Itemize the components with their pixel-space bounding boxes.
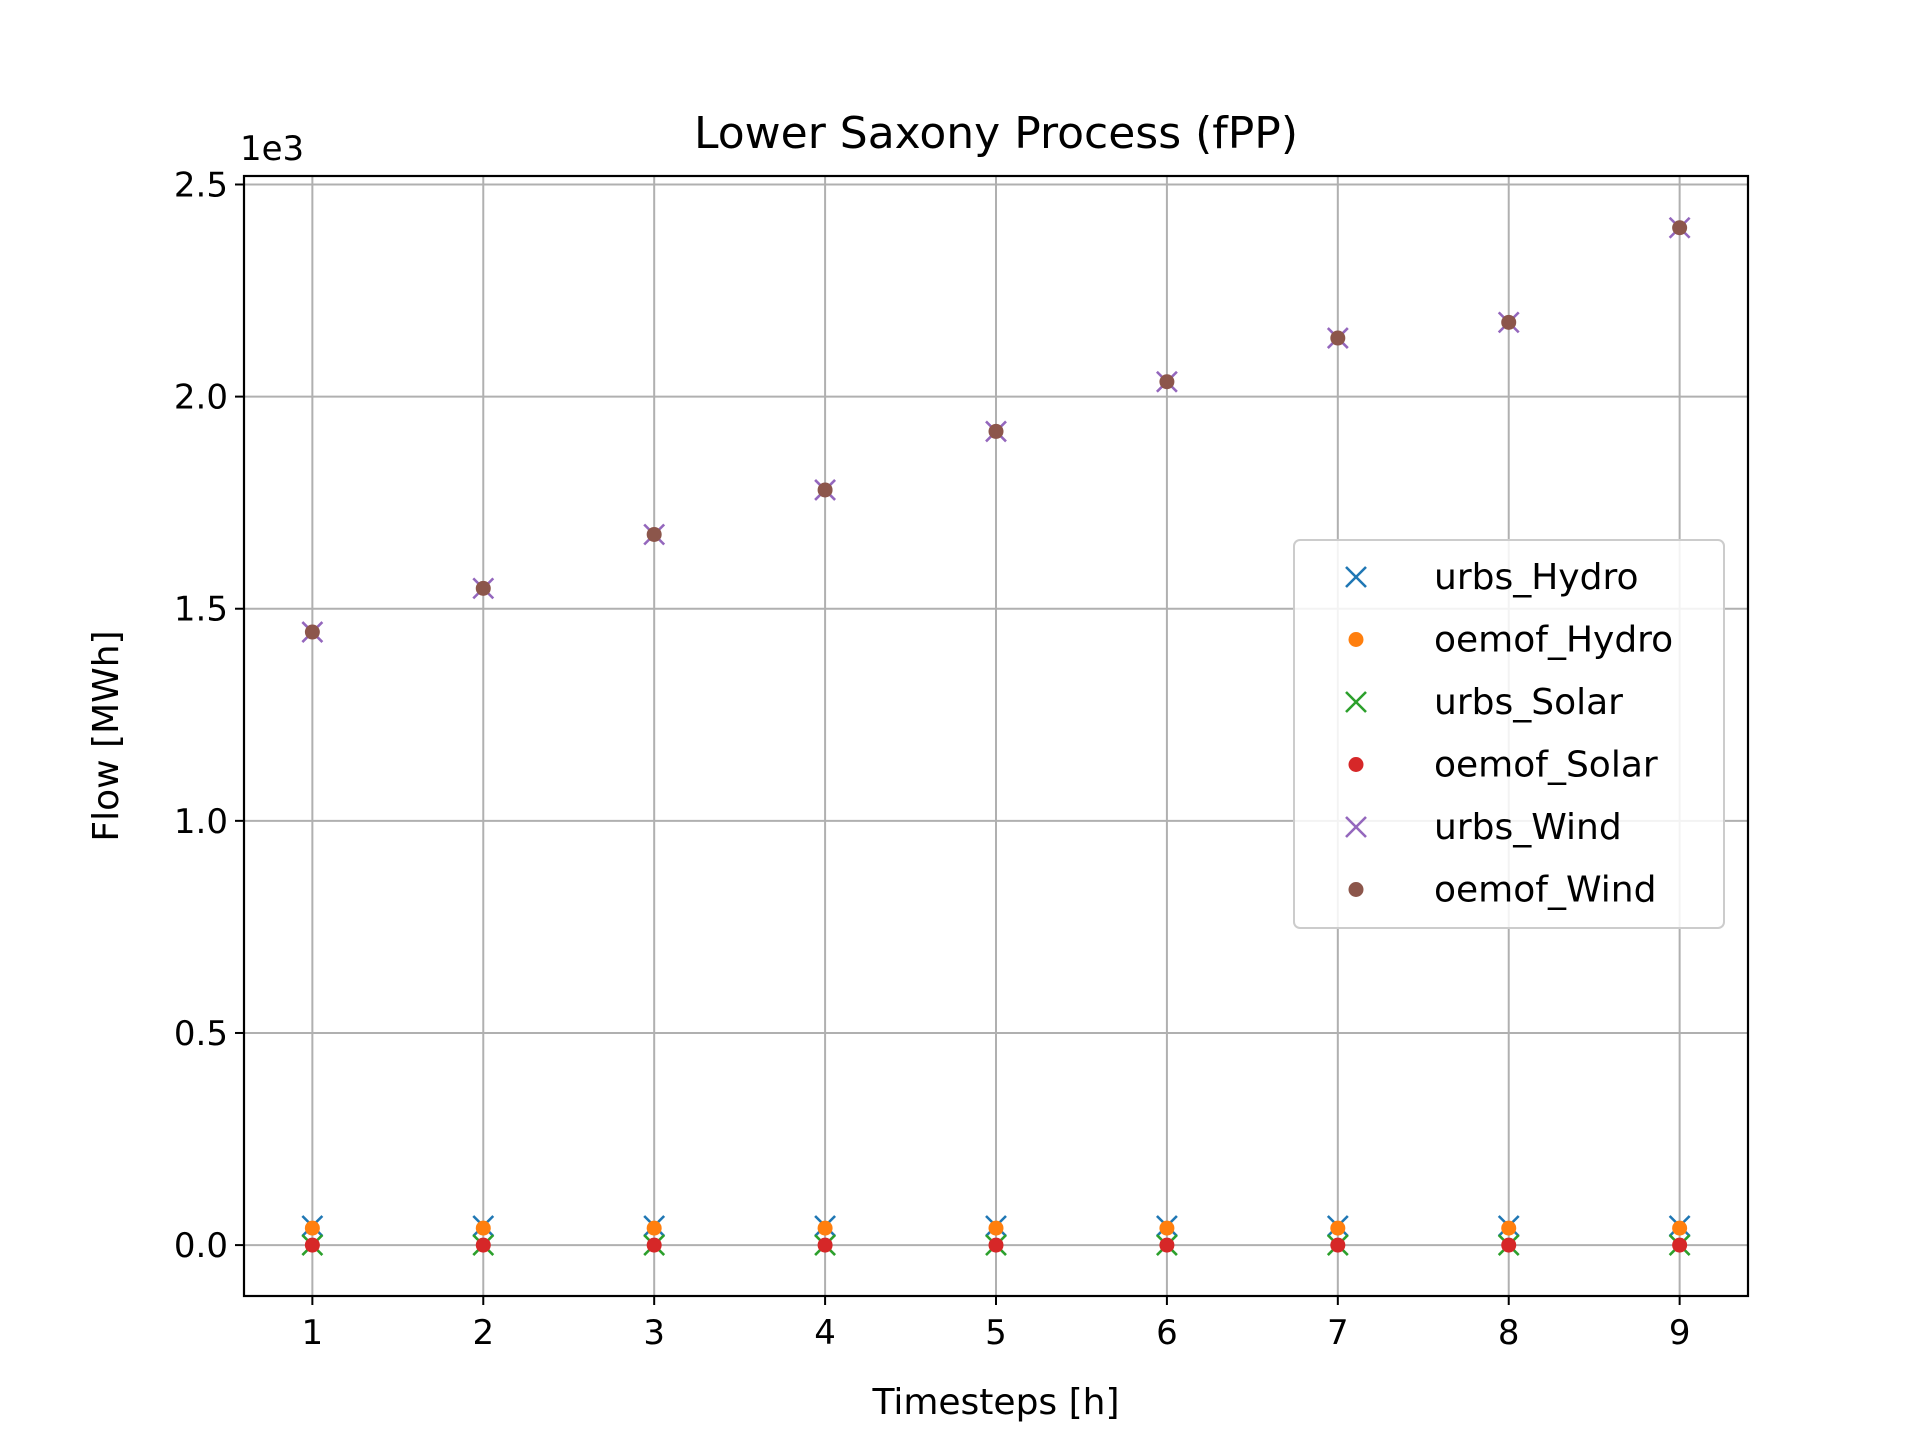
point-oemof-hydro xyxy=(475,1220,491,1236)
y-tick-label: 2.0 xyxy=(174,378,228,418)
series-oemof-wind xyxy=(304,220,1688,640)
point-oemof-wind xyxy=(1159,374,1175,390)
point-oemof-solar xyxy=(1672,1237,1688,1253)
y-tick-label: 0.0 xyxy=(174,1226,228,1266)
chart-title: Lower Saxony Process (fPP) xyxy=(694,108,1298,159)
point-oemof-wind xyxy=(646,526,662,542)
point-oemof-solar xyxy=(988,1237,1004,1253)
point-oemof-hydro xyxy=(304,1220,320,1236)
legend-marker-oemof-hydro xyxy=(1348,632,1364,647)
point-oemof-solar xyxy=(475,1237,491,1253)
x-tick-label: 7 xyxy=(1327,1313,1349,1353)
legend-label-urbs-solar: urbs_Solar xyxy=(1434,682,1623,723)
point-oemof-wind xyxy=(988,423,1004,439)
point-oemof-wind xyxy=(1672,220,1688,236)
x-tick-label: 4 xyxy=(814,1313,836,1353)
y-tick-label: 1.5 xyxy=(174,590,228,630)
point-oemof-wind xyxy=(1501,314,1517,330)
point-oemof-solar xyxy=(646,1237,662,1253)
legend-label-urbs-wind: urbs_Wind xyxy=(1434,807,1622,848)
legend-label-urbs-hydro: urbs_Hydro xyxy=(1434,557,1639,598)
point-oemof-solar xyxy=(1159,1237,1175,1253)
y-axis-label: Flow [MWh] xyxy=(86,630,127,841)
data-marks xyxy=(301,216,1691,1257)
point-oemof-hydro xyxy=(1330,1220,1346,1236)
x-tick-label: 3 xyxy=(643,1313,665,1353)
point-oemof-wind xyxy=(304,624,320,640)
y-axis-offset-label: 1e3 xyxy=(240,129,304,169)
point-oemof-wind xyxy=(1330,330,1346,346)
x-tick-label: 6 xyxy=(1156,1313,1178,1353)
x-tick-label: 2 xyxy=(472,1313,494,1353)
point-oemof-hydro xyxy=(1501,1220,1517,1236)
point-oemof-solar xyxy=(1501,1237,1517,1253)
legend-marker-urbs-wind xyxy=(1345,816,1367,838)
legend-label-oemof-solar: oemof_Solar xyxy=(1434,745,1658,786)
y-tick-label: 0.5 xyxy=(174,1014,228,1054)
x-tick-label: 1 xyxy=(302,1313,324,1353)
y-tick-label: 2.5 xyxy=(174,165,228,205)
x-tick-label: 9 xyxy=(1669,1313,1691,1353)
series-oemof-solar xyxy=(304,1237,1688,1253)
point-oemof-wind xyxy=(475,580,491,596)
x-axis-label: Timesteps [h] xyxy=(871,1382,1119,1423)
x-tick-label: 8 xyxy=(1498,1313,1520,1353)
point-oemof-hydro xyxy=(1159,1220,1175,1236)
legend-label-oemof-hydro: oemof_Hydro xyxy=(1434,620,1673,661)
series-oemof-hydro xyxy=(304,1220,1688,1236)
axis-ticks: 1 2 3 4 5 6 7 8 9 0.0 0.5 1.0 1.5 2.0 2.5 xyxy=(174,165,1691,1353)
legend-marker-oemof-wind xyxy=(1348,882,1364,897)
point-oemof-solar xyxy=(1330,1237,1346,1253)
point-oemof-hydro xyxy=(646,1220,662,1236)
point-oemof-wind xyxy=(817,482,833,498)
legend-marker-urbs-solar xyxy=(1345,691,1367,713)
point-oemof-solar xyxy=(304,1237,320,1253)
x-tick-label: 5 xyxy=(985,1313,1007,1353)
y-tick-label: 1.0 xyxy=(174,802,228,842)
legend: urbs_Hydro oemof_Hydro urbs_Solar oemof_Sol… xyxy=(1293,539,1725,929)
point-oemof-hydro xyxy=(1672,1220,1688,1236)
point-oemof-solar xyxy=(817,1237,833,1253)
legend-box xyxy=(1293,539,1725,929)
legend-label-oemof-wind: oemof_Wind xyxy=(1434,870,1656,911)
point-oemof-hydro xyxy=(988,1220,1004,1236)
point-oemof-hydro xyxy=(817,1220,833,1236)
legend-marker-oemof-solar xyxy=(1348,757,1364,772)
legend-marker-urbs-hydro xyxy=(1345,566,1367,588)
